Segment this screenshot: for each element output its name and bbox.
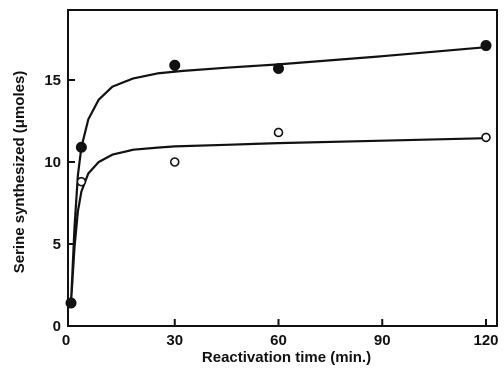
filled-circle-point: [273, 63, 284, 75]
y-tick-label: 5: [53, 236, 61, 253]
plot-frame: [67, 9, 498, 327]
x-axis-ticks: 0 30 60 90 120: [62, 319, 499, 349]
x-tick-label: 0: [62, 332, 70, 349]
y-axis-title: Serine synthesized (μmoles): [11, 71, 28, 274]
x-tick-label: 90: [374, 332, 391, 349]
filled-circle-point: [169, 59, 181, 71]
open-circle-point: [273, 127, 284, 138]
data-markers: [65, 40, 492, 309]
filled-circle-point: [65, 297, 77, 309]
x-axis-title: Reactivation time (min.): [202, 349, 371, 366]
y-tick-label: 10: [44, 154, 61, 171]
filled-circle-point: [75, 141, 87, 153]
x-tick-label: 120: [473, 332, 498, 349]
y-tick-label: 0: [53, 318, 61, 335]
x-tick-label: 60: [270, 332, 287, 349]
open-circle-point: [169, 157, 180, 167]
curve-series-2: [69, 137, 487, 304]
plot-border: [67, 9, 498, 327]
open-circle-point: [481, 132, 491, 143]
open-circle-point: [76, 176, 87, 187]
x-tick-label: 30: [166, 332, 183, 349]
fitted-curves: [69, 46, 487, 304]
y-tick-label: 15: [44, 72, 61, 89]
filled-circle-point: [480, 40, 492, 52]
curve-series-1: [69, 46, 487, 304]
